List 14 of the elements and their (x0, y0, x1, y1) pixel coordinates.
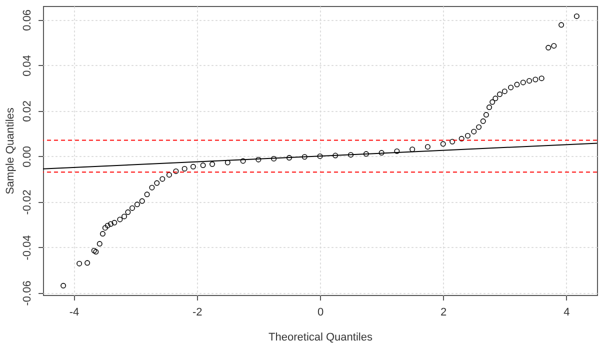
y-tick-label: 0.06 (22, 9, 34, 31)
x-tick-label: -2 (192, 306, 202, 318)
y-tick-label: -0.02 (22, 190, 34, 215)
y-tick-label: -0.06 (22, 280, 34, 306)
x-tick-label: 4 (564, 306, 570, 318)
x-tick-label: 0 (317, 306, 324, 318)
y-tick-label: 0.00 (22, 146, 34, 168)
y-tick-label: 0.04 (22, 54, 34, 76)
x-tick-label: -4 (69, 306, 80, 318)
x-tick-label: 2 (440, 306, 447, 318)
y-tick-label: -0.04 (22, 235, 34, 260)
y-tick-label: 0.02 (22, 100, 34, 122)
y-axis-title: Sample Quantiles (4, 107, 16, 194)
x-axis-title: Theoretical Quantiles (268, 332, 373, 344)
